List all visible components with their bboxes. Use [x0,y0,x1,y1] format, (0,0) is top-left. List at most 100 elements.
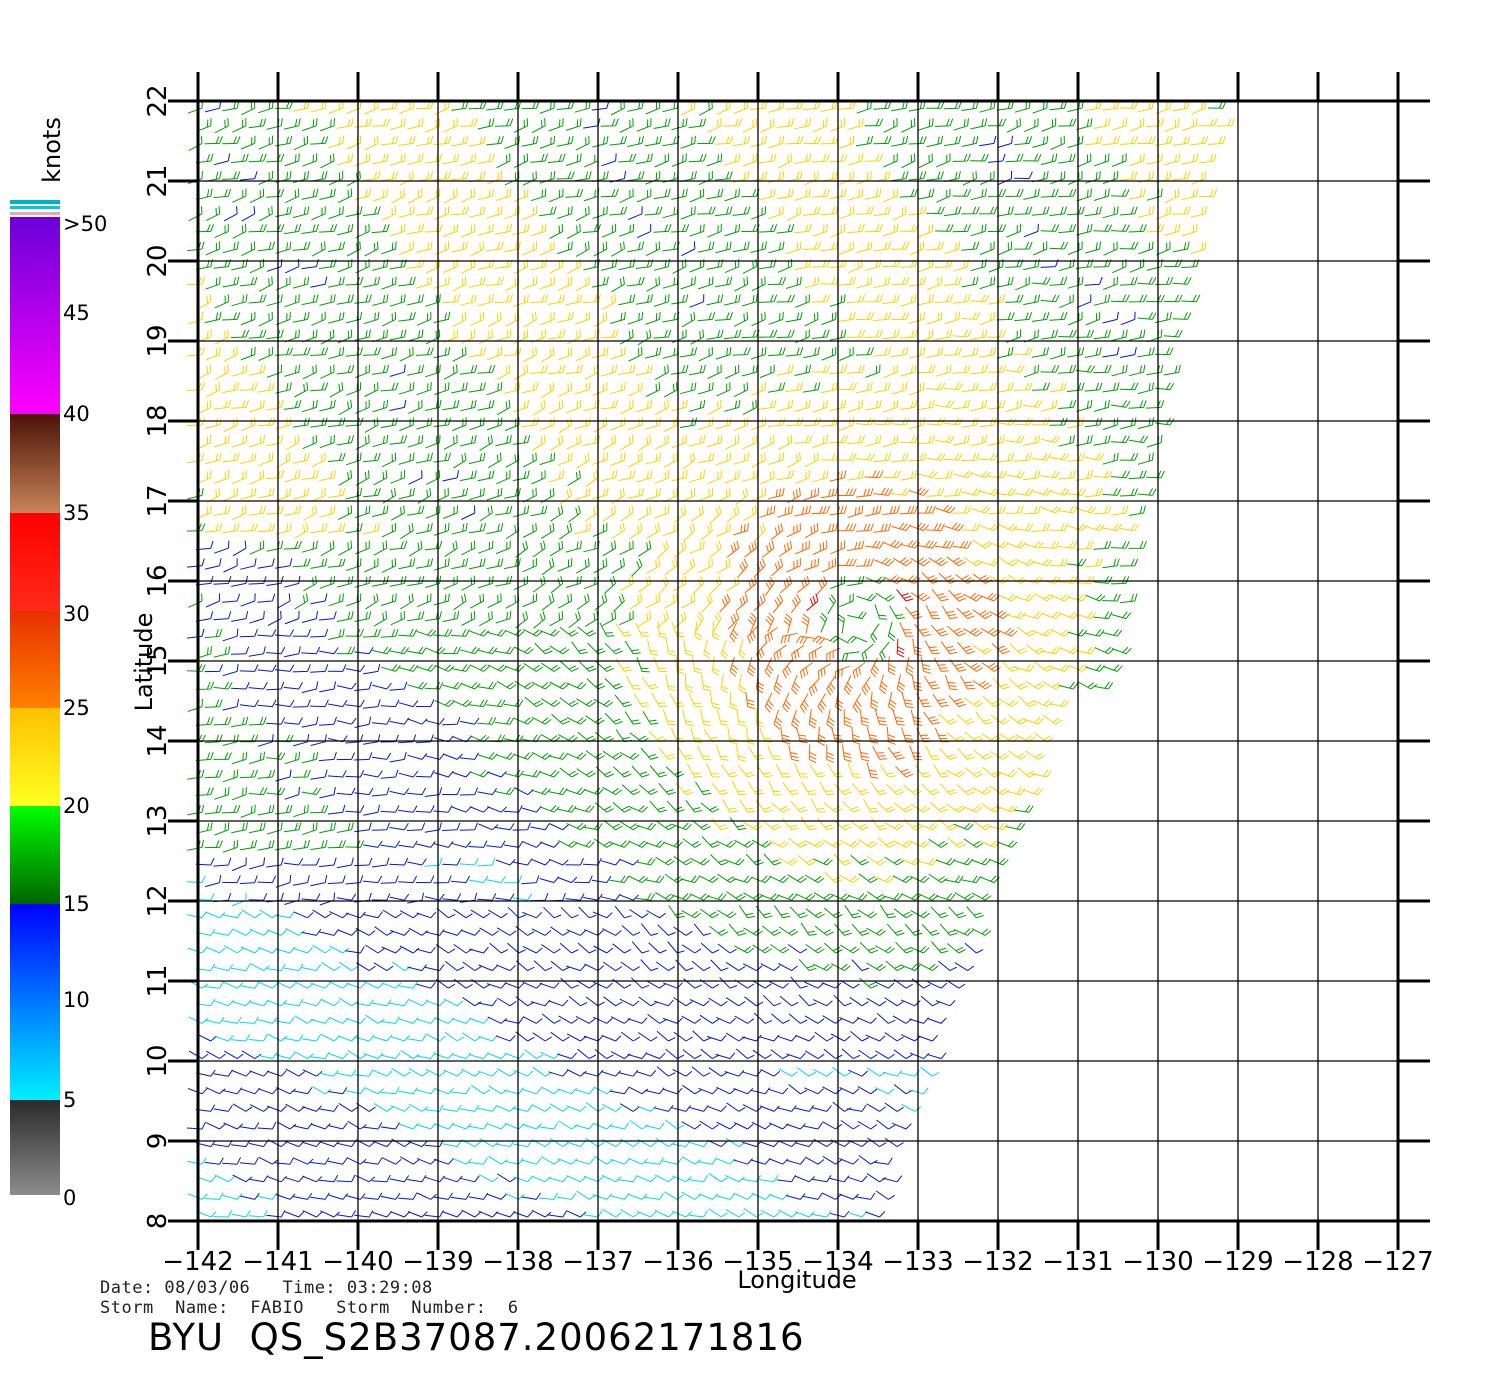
wind-barb [380,1122,400,1130]
wind-barb [855,312,875,320]
wind-barb [1111,400,1131,408]
wind-barb [398,1123,419,1130]
wind-barb [637,540,652,557]
wind-barb [761,540,775,558]
wind-barb [550,960,570,972]
wind-barb [222,1087,243,1095]
wind-barb [373,610,388,627]
wind-barb [311,311,326,326]
wind-barb [690,505,705,522]
wind-barb [585,1137,605,1148]
wind-barb [1014,206,1033,215]
wind-barb [943,206,962,217]
wind-barb [823,1048,843,1060]
wind-barb [724,399,741,412]
latitude-tick-label: 21 [143,164,173,197]
wind-barb [566,1069,587,1077]
wind-barb [829,1210,850,1218]
wind-barb [241,909,262,919]
wind-barb [892,840,913,848]
wind-barb [477,153,495,164]
wind-barb [539,841,560,848]
wind-barb [240,946,261,954]
wind-barb [1191,171,1206,185]
wind-barb [267,1105,287,1112]
wind-barb [866,1103,886,1112]
wind-barb [708,1172,728,1183]
wind-barb [592,523,608,537]
wind-barb [973,749,993,760]
wind-barb [1050,170,1066,185]
wind-barb [829,470,847,482]
wind-barb [883,821,904,831]
wind-barb [671,188,688,200]
wind-barb [365,593,379,610]
wind-barb [944,674,958,691]
wind-barb [847,1104,867,1112]
wind-barb [729,817,747,831]
wind-barb [258,452,274,466]
wind-barb [1172,312,1192,320]
wind-barb [442,857,461,866]
latitude-tick-label: 9 [143,1133,173,1150]
wind-barb [829,1175,850,1183]
wind-barb [1058,470,1077,480]
wind-barb [990,714,1010,725]
wind-barb [964,731,984,743]
wind-barb [681,241,696,257]
wind-barb [952,505,971,514]
wind-barb [971,928,992,936]
wind-barb [381,982,402,989]
wind-barb [972,609,993,620]
wind-barb [565,964,586,972]
wind-barb [768,135,785,149]
wind-barb [956,713,975,725]
wind-barb [354,188,372,200]
latitude-tick-label: 19 [143,324,173,357]
wind-barb [901,727,914,744]
wind-barb [604,713,623,725]
wind-barb [822,1015,843,1024]
wind-barb [583,575,599,590]
wind-barb [1146,329,1163,343]
wind-barb [987,294,1006,305]
wind-barb [767,745,782,760]
wind-barb [576,698,596,708]
wind-barb [239,1122,260,1130]
wind-barb [327,664,347,672]
wind-barb [390,1211,411,1218]
wind-barb [371,857,390,868]
wind-barb [578,660,597,672]
wind-barb [764,627,778,644]
wind-barb [513,1175,534,1183]
wind-barb [698,276,714,290]
wind-barb [1094,646,1115,655]
wind-barb [213,964,234,972]
wind-barb [795,1211,815,1218]
wind-barb [1005,294,1024,303]
wind-barb [873,523,892,533]
wind-barb [486,276,505,286]
wind-barb [952,364,971,374]
wind-barb [741,188,760,198]
wind-barb [1119,452,1139,461]
wind-barb [752,944,772,954]
wind-barb [644,206,663,216]
wind-barb [543,906,562,919]
wind-barb [364,981,385,989]
wind-barb [943,382,963,391]
wind-barb [671,822,692,831]
wind-barb [365,944,385,954]
wind-barb [434,487,449,503]
wind-barb [855,135,874,147]
wind-barb [400,523,414,540]
wind-barb [873,241,891,252]
wind-barb [1165,188,1180,204]
wind-barb [971,786,992,796]
wind-barb [336,1174,356,1183]
wind-barb [275,1193,296,1200]
wind-barb [532,540,546,558]
wind-barb [618,364,636,375]
wind-barb [530,294,549,303]
latitude-tick-label: 11 [143,964,173,997]
